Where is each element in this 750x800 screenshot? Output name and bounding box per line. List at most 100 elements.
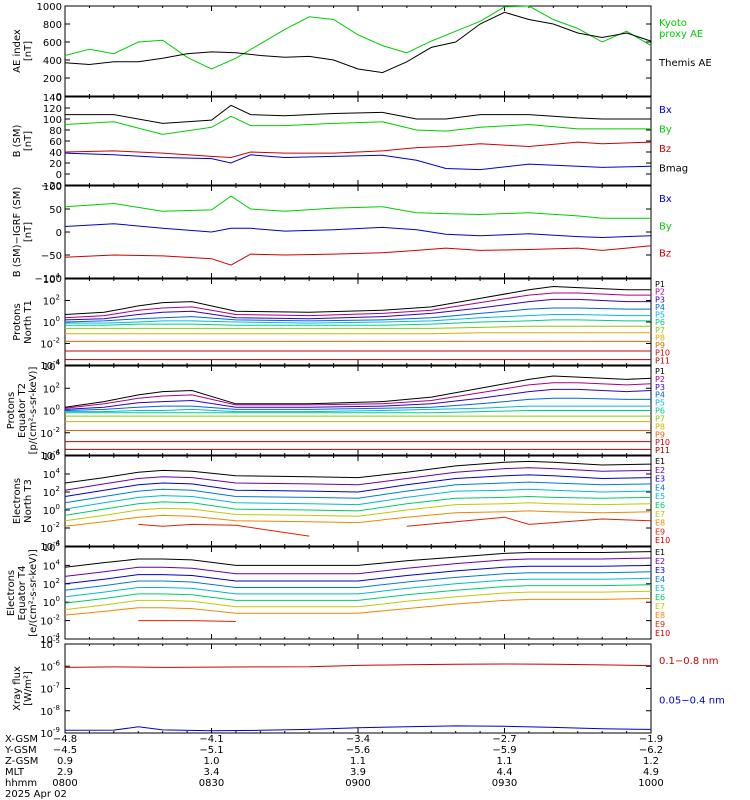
panel-3-ytick-label: 50: [49, 205, 62, 216]
panel-6-legend-E5: E5: [655, 492, 665, 501]
panel-6-legend-E9: E9: [655, 527, 665, 536]
panel-6-legend-E7: E7: [655, 510, 665, 519]
xaxis-value: 1.1: [350, 756, 366, 767]
panel-7-legend-E7: E7: [655, 602, 665, 611]
panel-2-ytick-label: 20: [49, 159, 62, 170]
panel-8-ytick-label: 10-8: [40, 704, 60, 718]
panel-4-legend-P10: P10: [655, 349, 670, 358]
panel-6-series-E9-seg1: [406, 516, 652, 527]
panel-1-ytick-label: 400: [43, 56, 62, 67]
panel-1-ytick-label: 0: [56, 92, 62, 103]
panel-7-ytick-label: 106: [43, 540, 61, 554]
panel-7-series-E2: [64, 557, 652, 577]
xaxis-row-label: Y-GSM: [4, 745, 37, 756]
panel-5-ytick-label: 10-4: [40, 448, 60, 462]
panel-4-ytick-label: 10-4: [40, 358, 60, 372]
panel-7-legend-E5: E5: [655, 584, 665, 593]
panel-7-legend-E6: E6: [655, 593, 665, 602]
panel-5-legend-P3: P3: [655, 383, 665, 392]
panel-7-series-E9: [138, 620, 236, 622]
panel-2-frame: [64, 96, 652, 186]
panel-7-series-E7: [64, 590, 652, 611]
panel-7-legend-E1: E1: [655, 548, 665, 557]
panel-4-legend-P4: P4: [655, 303, 665, 312]
panel-5-legend-P7: P7: [655, 414, 665, 423]
panel-7-ylabel: Equator T4: [17, 566, 28, 621]
panel-8-ytick-label: 10-5: [40, 637, 60, 651]
panel-2-legend-4: Bmag: [659, 164, 688, 175]
panel-1-frame: [64, 5, 652, 97]
panel-7-ytick-label: 102: [43, 577, 60, 591]
xaxis-value: 0.9: [57, 756, 73, 767]
xaxis-value: 3.9: [350, 767, 366, 778]
panel-3-ytick-label: −50: [41, 251, 62, 262]
panel-5-ytick-label: 104: [43, 359, 61, 373]
panel-6-ytick-label: 102: [43, 485, 60, 499]
xaxis-value: 1000: [638, 778, 663, 789]
panel-1-ytick-label: 600: [43, 38, 62, 49]
panel-4-legend-P11: P11: [655, 356, 670, 365]
panel-1-ytick-label: 200: [43, 74, 62, 85]
panel-8-ytick-label: 10-9: [40, 726, 60, 740]
panel-4-ylabel: Protons: [12, 303, 23, 340]
panel-7-legend-E10: E10: [655, 629, 670, 638]
xaxis-value: 0930: [492, 778, 517, 789]
panel-5-ytick-label: 102: [43, 381, 60, 395]
panel-4-series-P7: [65, 325, 651, 329]
panel-5-ylabel: Protons: [6, 392, 17, 429]
xaxis-value: 0830: [199, 778, 224, 789]
panel-2-legend-2: By: [659, 125, 672, 136]
panel-7-legend-E4: E4: [655, 575, 665, 584]
panel-2-legend-1: Bx: [659, 105, 672, 116]
panel-3-legend-3: Bz: [659, 249, 671, 260]
panel-7-series-E6: [64, 584, 652, 604]
panel-4-series-P2: [64, 292, 651, 319]
panel-1-series-1: [64, 5, 652, 70]
xaxis-date: 2025 Apr 02: [5, 789, 67, 800]
xaxis-value: −5.9: [492, 745, 516, 756]
panel-5-legend-P4: P4: [655, 391, 665, 400]
panel-1-series-2: [64, 11, 652, 74]
panel-4-legend-P7: P7: [655, 326, 665, 335]
panel-4-legend-P1: P1: [655, 280, 665, 289]
panel-4-legend-P2: P2: [655, 288, 665, 297]
panel-2-legend-3: Bz: [659, 144, 671, 155]
panel-5-series-P4: [64, 397, 651, 411]
panel-3-ytick-label: 0: [56, 228, 62, 239]
panel-5-ytick-label: 100: [43, 404, 60, 418]
panel-5-series-P1: [64, 375, 652, 408]
panel-5-legend-P10: P10: [655, 438, 670, 447]
xaxis-row-label: Z-GSM: [5, 756, 38, 767]
panel-6-series-E5: [64, 488, 652, 510]
panel-3-ytick-label: −100: [35, 274, 62, 285]
panel-7-ytick-label: 100: [43, 595, 60, 609]
panel-8-ylabel: Xray flux: [12, 666, 23, 711]
panel-4-series-P5: [65, 314, 651, 324]
panel-8-legend-1: 0.1−0.8 nm: [659, 656, 718, 667]
xaxis-value: 4.4: [497, 767, 513, 778]
xaxis-value: 1.0: [204, 756, 220, 767]
panel-6-legend-E3: E3: [655, 475, 665, 484]
panel-4-ytick-label: 102: [43, 294, 60, 308]
panel-6-ytick-label: 104: [43, 467, 61, 481]
panel-2-series-2: [64, 115, 651, 135]
panel-6-ylabel: Electrons: [12, 478, 23, 524]
panel-2-series-3: [64, 141, 652, 159]
panel-4-legend-P5: P5: [655, 311, 665, 320]
panel-8-ytick-label: 10-7: [40, 682, 60, 696]
panel-6-ytick-label: 106: [43, 449, 61, 463]
panel-6-series-E4: [64, 481, 652, 504]
xaxis-value: −1.9: [639, 734, 663, 745]
panel-2-ytick-label: −20: [41, 181, 62, 192]
xaxis-value: 3.4: [204, 767, 220, 778]
panel-3-ytick-label: 100: [43, 182, 62, 193]
xaxis-value: −4.1: [199, 734, 223, 745]
panel-7-ylabel: [e/(cm²-s-sr-keV)]: [28, 549, 39, 637]
panel-5-series-P6: [65, 410, 651, 414]
panel-4-legend-P6: P6: [655, 318, 665, 327]
panel-6-ytick-label: 100: [43, 503, 60, 517]
panel-1-ylabel: [nT]: [23, 41, 34, 61]
panel-6-series-E2: [64, 467, 652, 491]
xaxis-value: 2.9: [57, 767, 73, 778]
panel-7-legend-E8: E8: [655, 611, 665, 620]
